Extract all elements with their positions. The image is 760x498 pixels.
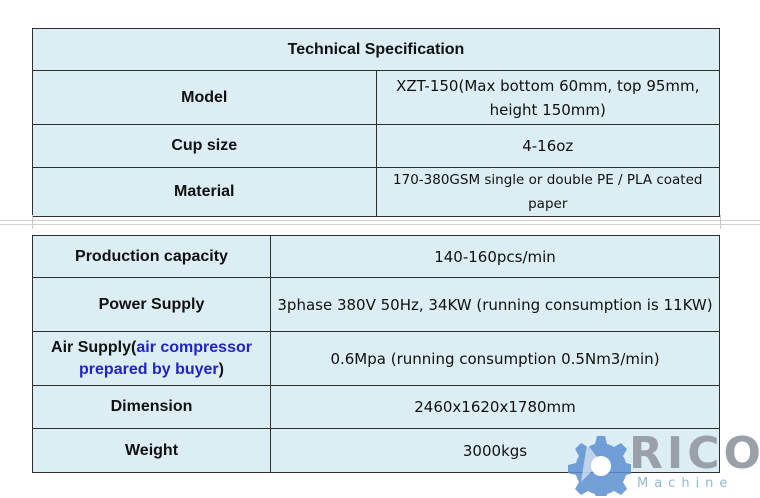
table-row: Material 170-380GSM single or double PE … <box>32 167 720 217</box>
table-row: Dimension 2460x1620x1780mm <box>32 385 720 429</box>
table-row: Production capacity 140-160pcs/min <box>32 235 720 278</box>
row-value-cup-size: 4-16oz <box>375 124 720 168</box>
table-row: Weight 3000kgs <box>32 428 720 473</box>
air-supply-prefix: Air Supply( <box>51 338 137 356</box>
row-value-power-supply: 3phase 380V 50Hz, 34KW (running consumpt… <box>270 277 720 332</box>
logo-subtitle: Machine <box>637 476 734 491</box>
table-header: Technical Specification <box>32 28 720 71</box>
page-separator <box>0 215 760 229</box>
air-supply-note: air compressor prepared by buyer <box>79 338 252 378</box>
row-label-dimension: Dimension <box>32 385 271 429</box>
row-value-air-supply: 0.6Mpa (running consumption 0.5Nm3/min) <box>270 331 720 386</box>
table-row: Power Supply 3phase 380V 50Hz, 34KW (run… <box>32 277 720 332</box>
row-value-dimension: 2460x1620x1780mm <box>270 385 720 429</box>
rico-machine-logo: RICO Machine <box>567 430 760 498</box>
row-value-production-capacity: 140-160pcs/min <box>270 235 720 278</box>
row-label-air-supply: Air Supply(air compressor prepared by bu… <box>32 331 271 386</box>
row-label-weight: Weight <box>32 428 271 473</box>
table-row: Air Supply(air compressor prepared by bu… <box>32 331 720 386</box>
row-label-material: Material <box>32 167 377 217</box>
row-label-power-supply: Power Supply <box>32 277 271 332</box>
table-row: Cup size 4-16oz <box>32 124 720 168</box>
air-supply-suffix: ) <box>218 360 224 378</box>
row-label-cup-size: Cup size <box>32 124 377 168</box>
separator-tick <box>720 215 721 229</box>
row-value-weight: 3000kgs <box>270 428 720 473</box>
logo-wordmark: RICO <box>629 428 760 479</box>
spec-table-top: Technical Specification Model XZT-150(Ma… <box>32 28 720 217</box>
row-label-model: Model <box>32 70 377 125</box>
row-value-model: XZT-150(Max bottom 60mm, top 95mm, heigh… <box>375 70 720 125</box>
gear-logo-icon <box>568 436 631 496</box>
table-row: Model XZT-150(Max bottom 60mm, top 95mm,… <box>32 70 720 125</box>
separator-tick <box>32 215 33 229</box>
row-label-production-capacity: Production capacity <box>32 235 271 278</box>
row-value-material: 170-380GSM single or double PE / PLA coa… <box>375 167 720 217</box>
spec-table-bottom: Production capacity 140-160pcs/min Power… <box>32 235 720 473</box>
